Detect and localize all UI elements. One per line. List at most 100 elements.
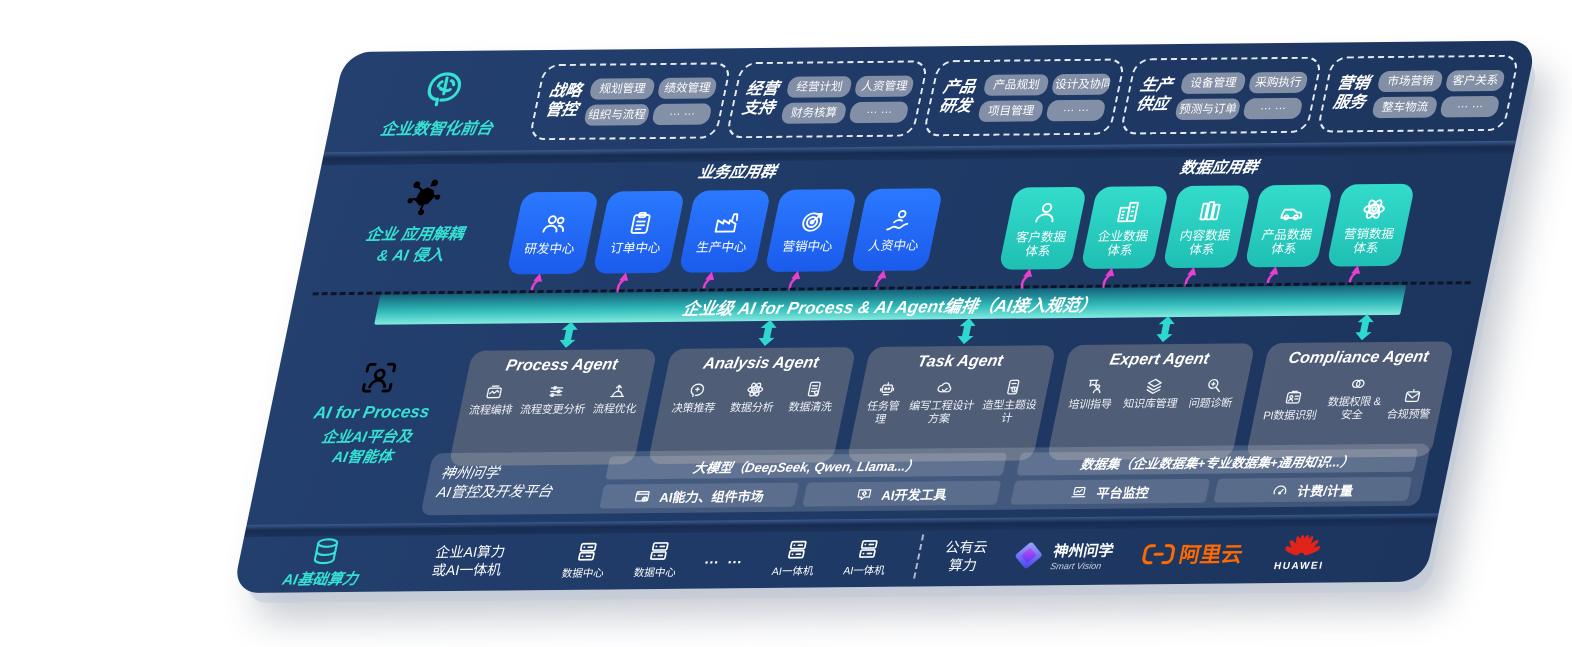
dataset-bar: 数据集（企业数据集+专业数据集+通用知识...） xyxy=(1016,448,1419,476)
group-chips: 设备管理 采购执行 预测与订单 … … xyxy=(1174,71,1310,120)
group-strategy: 战略 管控 规划管理 绩效管理 组织与流程 … … xyxy=(528,62,733,141)
cell-label: AI开发工具 xyxy=(880,486,949,503)
group-chips: 经营计划 人资管理 财务核算 … … xyxy=(780,75,916,124)
agent-items: 决策推荐 数据分析 数据清洗 xyxy=(664,379,844,415)
people-icon xyxy=(539,210,570,236)
model-bar: 大模型（DeepSeek, Qwen, Llama...） xyxy=(605,452,1008,480)
robot-icon xyxy=(876,379,899,398)
agent-item: 决策推荐 xyxy=(670,380,720,415)
decoupling-label: 企业 应用解耦 & AI 侵入 xyxy=(312,162,523,276)
node-label: AI一体机 xyxy=(842,564,887,577)
app-box-wrap: 客户数据 体系 xyxy=(998,186,1088,307)
front-office-layer: 企业数智化前台 战略 管控 规划管理 绩效管理 组织与流程 … … 经营 支持 … xyxy=(339,49,1521,148)
app-box-wrap: 营销数据 体系 xyxy=(1326,183,1416,304)
metering-cell: 计费/计量 xyxy=(1212,476,1413,503)
group-chips: 规划管理 绩效管理 组织与流程 … … xyxy=(583,76,719,126)
ai-for-process-title: AI for Process xyxy=(312,402,432,423)
data-center-node: 数据中心 xyxy=(632,538,683,579)
box-label: 内容数据 体系 xyxy=(1178,227,1232,257)
application-layer: 企业 应用解耦 & AI 侵入 业务应用群 研发中心 xyxy=(312,153,1499,312)
agent-title: Compliance Agent xyxy=(1286,348,1431,367)
agent-item-label: 数据权限 & 安全 xyxy=(1326,396,1383,422)
sync-arrow-icon xyxy=(957,318,976,345)
hr-center-box: 人资中心 xyxy=(850,188,944,272)
brain-head-icon xyxy=(418,67,471,112)
chip: 整车物流 xyxy=(1371,96,1439,118)
server-icon xyxy=(645,538,674,562)
head-icon xyxy=(686,381,709,400)
smartvision-name: 神州问学 xyxy=(1051,542,1116,560)
cell-label: 计费/计量 xyxy=(1295,482,1355,499)
ai-platform-subtitle: 企业AI平台及 AI智能体 xyxy=(319,428,414,466)
decoupling-title: 企业 应用解耦 & AI 侵入 xyxy=(364,225,466,265)
chip: 设计及协同 xyxy=(1051,73,1113,95)
app-box-wrap: 营销中心 xyxy=(764,189,858,309)
agent-title: Task Agent xyxy=(915,352,1005,371)
chip: 市场营销 xyxy=(1376,69,1445,92)
chip: 产品规划 xyxy=(982,73,1051,96)
chip: 绩效管理 xyxy=(657,76,719,99)
group-title: 经营 支持 xyxy=(740,80,781,118)
chip: 组织与流程 xyxy=(583,103,652,126)
flow-icon xyxy=(483,382,506,401)
chip: 经营计划 xyxy=(785,75,854,98)
agent-item: 数据清洗 xyxy=(787,379,837,414)
ai-appliance-node: AI一体机 xyxy=(842,536,892,577)
box-label: 产品数据 体系 xyxy=(1260,227,1314,256)
infra-title: AI基础算力 xyxy=(280,570,360,589)
group-operation: 经营 支持 经营计划 人资管理 财务核算 … … xyxy=(725,60,930,139)
expert-agent-box: Expert Agent 培训指导 知识库管理 问题诊断 xyxy=(1046,316,1256,461)
devtools-icon xyxy=(854,485,875,502)
dev-tools-cell: AI开发工具 xyxy=(801,480,1002,507)
monitor-icon xyxy=(1069,483,1090,500)
agent-item-label: 流程优化 xyxy=(591,403,638,416)
agent-item-label: 流程变更分析 xyxy=(518,403,587,417)
server-icon xyxy=(573,539,602,563)
molecule-icon xyxy=(398,177,446,217)
sync-arrow-icon xyxy=(1156,316,1175,343)
business-app-group: 业务应用群 研发中心 订单中心 xyxy=(506,158,949,312)
agent-item-label: 造型主题设计 xyxy=(981,399,1038,425)
sliders-icon xyxy=(545,382,568,401)
id-card-icon xyxy=(1282,387,1305,406)
ai-appliance-node: AI一体机 xyxy=(771,537,821,578)
diagnose-icon xyxy=(1203,376,1226,395)
chip: 客户关系 xyxy=(1445,69,1507,91)
orchestration-band-text: 企业级 AI for Process & AI Agent编排（AI接入规范） xyxy=(680,295,1099,319)
alibaba-bracket-icon xyxy=(1142,544,1176,565)
marketing-data-box: 营销数据 体系 xyxy=(1326,183,1416,267)
box-label: 订单中心 xyxy=(609,240,663,255)
agent-item-label: 合规预警 xyxy=(1385,408,1432,421)
data-group-header: 数据应用群 xyxy=(1178,159,1260,178)
agent-items: 培训指导 知识库管理 问题诊断 xyxy=(1062,375,1242,411)
group-marketing: 营销 服务 市场营销 客户关系 整车物流 … … xyxy=(1316,54,1521,133)
design-icon xyxy=(1002,377,1025,396)
group-product: 产品 研发 产品规划 设计及协同 项目管理 … … xyxy=(922,58,1127,137)
model-half: 大模型（DeepSeek, Qwen, Llama...） AI能力、组件市场 … xyxy=(599,452,1008,509)
customer-data-box: 客户数据 体系 xyxy=(998,186,1088,270)
huawei-flower-icon xyxy=(1283,534,1322,556)
data-boxes: 客户数据 体系 企业数据 体系 xyxy=(998,183,1416,307)
teach-icon xyxy=(1082,377,1105,396)
agent-item: 知识库管理 xyxy=(1122,376,1183,411)
rd-center-box: 研发中心 xyxy=(506,191,600,275)
chip: 采购执行 xyxy=(1248,71,1310,93)
group-title: 生产 供应 xyxy=(1134,77,1175,114)
compliance-agent-box: Compliance Agent PI数据识别 数据权限 & 安全 合规预警 xyxy=(1245,314,1455,459)
agent-item: 流程优化 xyxy=(592,381,642,416)
car-icon xyxy=(1277,196,1308,222)
app-box-wrap: 人资中心 xyxy=(850,188,944,309)
enterprise-data-box: 企业数据 体系 xyxy=(1080,186,1170,269)
box-label: 人资中心 xyxy=(867,237,921,253)
app-box-wrap: 研发中心 xyxy=(506,191,600,312)
public-cloud-label: 公有云 算力 xyxy=(943,538,990,574)
database-icon xyxy=(308,536,344,566)
cell-label: AI能力、组件市场 xyxy=(658,488,766,505)
node-label: 数据中心 xyxy=(632,566,678,579)
user-icon xyxy=(1031,199,1062,225)
chip: … … xyxy=(1242,97,1304,119)
atom-icon xyxy=(1359,195,1390,221)
business-boxes: 研发中心 订单中心 xyxy=(506,188,944,312)
layers-icon xyxy=(1143,376,1166,395)
